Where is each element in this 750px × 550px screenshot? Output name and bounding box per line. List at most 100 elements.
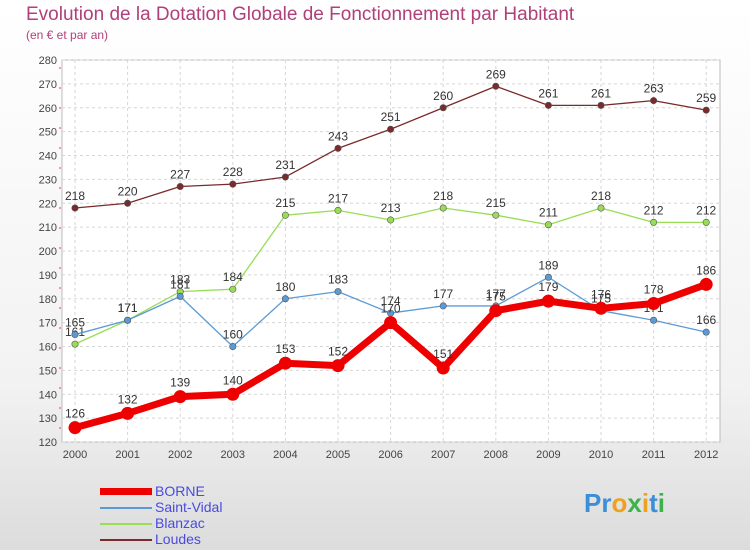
data-point-borne (226, 387, 240, 401)
logo-letter: i (657, 488, 665, 518)
data-point-blanzac (544, 221, 552, 229)
data-label-blanzac: 215 (275, 196, 295, 210)
data-label-loudes: 243 (328, 129, 348, 143)
data-label-loudes: 261 (591, 86, 611, 100)
data-label-saint-vidal: 181 (170, 277, 190, 291)
data-label-loudes: 269 (486, 67, 506, 81)
data-label-borne: 140 (223, 373, 243, 387)
y-tick-label: 220 (39, 198, 57, 210)
logo-letter: t (649, 488, 658, 518)
data-label-blanzac: 215 (486, 196, 506, 210)
y-tick-label: 270 (39, 79, 57, 91)
data-point-saint-vidal (439, 302, 447, 310)
chart-title: Evolution de la Dotation Globale de Fonc… (26, 4, 575, 25)
data-point-loudes (229, 180, 237, 188)
data-label-loudes: 251 (381, 110, 401, 124)
data-label-loudes: 259 (696, 91, 716, 105)
legend-swatch-loudes (100, 539, 152, 541)
x-tick-label: 2008 (484, 449, 508, 461)
data-point-loudes (544, 101, 552, 109)
y-tick-label: 200 (39, 246, 57, 258)
legend-label-saint-vidal: Saint-Vidal (155, 499, 223, 515)
data-point-blanzac (281, 211, 289, 219)
data-label-saint-vidal: 177 (433, 287, 453, 301)
data-point-blanzac (334, 206, 342, 214)
y-tick-label: 150 (39, 365, 57, 377)
y-tick-label: 170 (39, 318, 57, 330)
data-label-borne: 151 (433, 347, 453, 361)
data-label-borne: 186 (696, 263, 716, 277)
x-tick-label: 2005 (326, 449, 350, 461)
data-label-borne: 170 (381, 302, 401, 316)
data-label-loudes: 228 (223, 165, 243, 179)
x-tick-label: 2011 (642, 449, 666, 461)
data-point-saint-vidal (229, 342, 237, 350)
data-point-saint-vidal (124, 316, 132, 324)
y-tick-label: 130 (39, 413, 57, 425)
data-label-borne: 153 (275, 342, 295, 356)
x-tick-label: 2001 (115, 449, 139, 461)
x-tick-label: 2009 (536, 449, 560, 461)
data-label-blanzac: 217 (328, 191, 348, 205)
x-tick-label: 2003 (221, 449, 245, 461)
legend-label-borne: BORNE (155, 483, 205, 499)
data-point-blanzac (492, 211, 500, 219)
x-tick-label: 2006 (378, 449, 402, 461)
logo-letter: r (601, 488, 612, 518)
data-label-borne: 139 (170, 376, 190, 390)
logo-letter: x (627, 488, 642, 518)
data-label-loudes: 260 (433, 89, 453, 103)
y-tick-label: 210 (39, 222, 57, 234)
data-point-borne (331, 359, 345, 373)
data-point-borne (541, 294, 555, 308)
data-point-loudes (176, 183, 184, 191)
data-point-loudes (334, 144, 342, 152)
y-tick-label: 180 (39, 294, 57, 306)
x-tick-label: 2000 (63, 449, 87, 461)
data-point-blanzac (439, 204, 447, 212)
data-point-loudes (124, 199, 132, 207)
data-point-borne (121, 406, 135, 420)
data-point-saint-vidal (702, 328, 710, 336)
data-label-loudes: 218 (65, 189, 85, 203)
x-tick-label: 2010 (589, 449, 613, 461)
legend-swatch-blanzac (100, 523, 152, 525)
data-point-borne (594, 301, 608, 315)
data-point-blanzac (229, 285, 237, 293)
data-label-borne: 178 (644, 283, 664, 297)
data-label-saint-vidal: 180 (275, 280, 295, 294)
legend-label-blanzac: Blanzac (155, 515, 205, 531)
data-point-borne (384, 316, 398, 330)
y-tick-label: 280 (39, 55, 57, 67)
x-tick-label: 2012 (694, 449, 718, 461)
data-point-saint-vidal (334, 288, 342, 296)
data-point-loudes (650, 97, 658, 105)
proxiti-logo: Proxiti (584, 488, 665, 519)
data-label-blanzac: 211 (539, 206, 558, 220)
logo-letter: o (611, 488, 628, 518)
data-point-loudes (492, 82, 500, 90)
data-point-blanzac (650, 218, 658, 226)
data-label-blanzac: 218 (591, 189, 611, 203)
data-label-loudes: 261 (538, 86, 558, 100)
data-label-blanzac: 212 (644, 203, 664, 217)
data-point-borne (699, 277, 713, 291)
legend-swatch-saint-vidal (100, 507, 152, 509)
data-point-loudes (439, 104, 447, 112)
chart-subtitle: (en € et par an) (26, 28, 109, 42)
data-label-saint-vidal: 177 (486, 287, 506, 301)
data-point-borne (68, 421, 82, 435)
data-label-saint-vidal: 174 (381, 294, 401, 308)
data-point-borne (647, 297, 661, 311)
data-label-blanzac: 218 (433, 189, 453, 203)
data-label-saint-vidal: 175 (591, 292, 611, 306)
data-point-saint-vidal (650, 316, 658, 324)
y-tick-label: 250 (39, 127, 57, 139)
data-label-loudes: 220 (118, 184, 138, 198)
data-label-saint-vidal: 189 (538, 258, 558, 272)
y-tick-label: 190 (39, 270, 57, 282)
data-label-borne: 152 (328, 345, 348, 359)
data-point-blanzac (387, 216, 395, 224)
y-tick-label: 240 (39, 151, 57, 163)
